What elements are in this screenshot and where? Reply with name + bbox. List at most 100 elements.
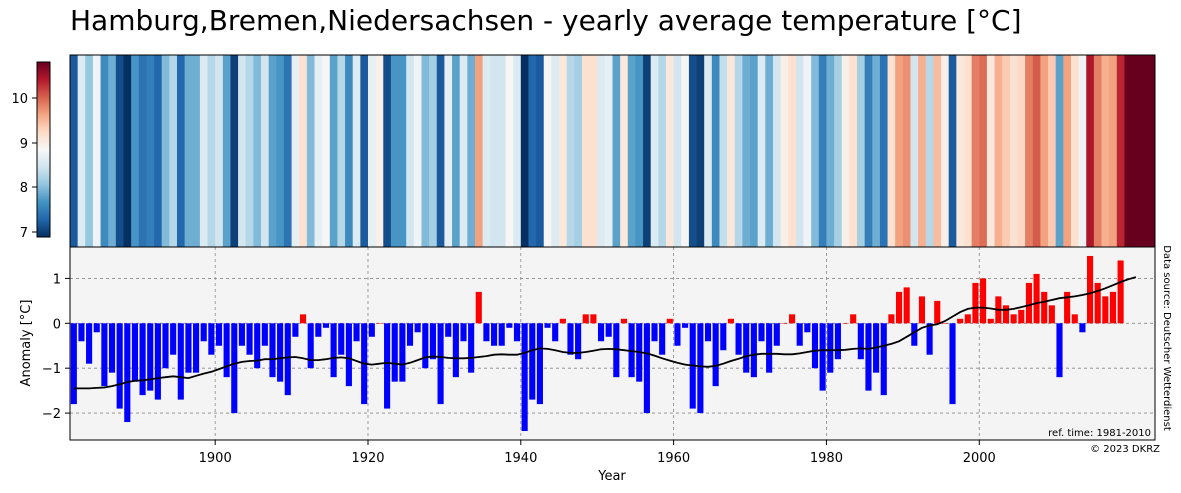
anomaly-bar xyxy=(834,323,841,360)
stripe xyxy=(803,55,812,247)
stripe xyxy=(895,55,904,247)
stripe xyxy=(933,55,942,247)
stripe xyxy=(566,55,575,247)
x-tick-label: 1980 xyxy=(810,451,843,466)
stripe xyxy=(176,55,186,247)
anomaly-bar xyxy=(170,323,177,355)
anomaly-bar xyxy=(452,323,459,378)
stripe xyxy=(795,55,804,247)
stripe xyxy=(1147,55,1156,247)
anomaly-bar xyxy=(934,300,941,324)
anomaly-bar xyxy=(284,323,291,396)
anomaly-bar xyxy=(743,323,750,373)
stripe xyxy=(413,55,422,247)
anomaly-bar xyxy=(1010,314,1017,324)
anomaly-bar xyxy=(139,323,146,396)
stripe xyxy=(979,55,988,247)
anomaly-bar xyxy=(620,318,628,324)
anomaly-bar xyxy=(215,323,223,346)
x-tick-label: 1920 xyxy=(351,451,384,466)
stripe xyxy=(834,55,843,247)
anomaly-bar xyxy=(93,323,100,333)
stripe xyxy=(184,55,193,247)
stripe xyxy=(551,55,560,247)
stripe xyxy=(1063,55,1072,247)
anomaly-bar xyxy=(460,323,467,342)
anomaly-bar xyxy=(590,314,597,324)
stripe xyxy=(192,55,201,247)
stripe xyxy=(811,55,820,247)
stripe xyxy=(1132,55,1141,247)
stripe xyxy=(169,55,178,247)
stripe xyxy=(1116,55,1125,247)
stripe xyxy=(665,55,675,247)
y-tick-label: −1 xyxy=(42,362,61,377)
anomaly-bar xyxy=(1018,309,1025,324)
anomaly-bar xyxy=(613,323,620,378)
stripe xyxy=(780,55,789,247)
stripe xyxy=(681,55,690,247)
stripe xyxy=(215,55,224,247)
stripe xyxy=(658,55,667,247)
ref-time-note: ref. time: 1981-2010 xyxy=(1048,428,1151,439)
stripe xyxy=(910,55,919,247)
stripe xyxy=(429,55,438,247)
anomaly-bar xyxy=(941,323,948,324)
anomaly-bar xyxy=(177,323,184,400)
anomaly-bar xyxy=(185,323,192,373)
stripe xyxy=(635,55,644,247)
stripe xyxy=(963,55,973,247)
anomaly-bar xyxy=(246,323,253,355)
anomaly-bar xyxy=(445,323,452,337)
stripe xyxy=(536,55,545,247)
stripe xyxy=(306,55,315,247)
anomaly-bar xyxy=(315,323,322,337)
anomaly-bar xyxy=(1002,305,1010,324)
colorbar-tick-label: 9 xyxy=(20,137,28,152)
stripe xyxy=(85,55,94,247)
anomaly-bar xyxy=(811,323,819,369)
anomaly-bar xyxy=(1094,282,1101,324)
stripe xyxy=(902,55,911,247)
y-axis-label: Anomaly [°C] xyxy=(19,300,34,387)
stripe xyxy=(352,55,361,247)
stripe xyxy=(207,55,216,247)
anomaly-bar xyxy=(200,323,207,342)
anomaly-bar xyxy=(437,323,444,405)
anomaly-bar xyxy=(758,323,765,342)
anomaly-bar xyxy=(154,323,161,400)
anomaly-bar xyxy=(972,282,979,324)
stripe xyxy=(253,55,262,247)
stripe xyxy=(1086,55,1095,247)
anomaly-bar xyxy=(957,318,964,324)
anomaly-bar xyxy=(651,323,658,342)
anomaly-bar xyxy=(1117,260,1124,324)
anomaly-bar xyxy=(659,323,666,355)
anomaly-bar xyxy=(827,323,834,373)
anomaly-bar xyxy=(773,323,780,346)
anomaly-bar xyxy=(70,323,77,405)
stripe xyxy=(581,55,590,247)
stripe xyxy=(543,55,552,247)
stripe xyxy=(131,55,140,247)
y-tick-label: 1 xyxy=(53,272,61,287)
stripe xyxy=(398,55,407,247)
anomaly-bar xyxy=(911,323,918,346)
anomaly-bar xyxy=(292,323,299,337)
anomaly-bar xyxy=(536,323,543,405)
stripe xyxy=(490,55,499,247)
anomaly-bar xyxy=(376,323,383,324)
x-tick-label: 1940 xyxy=(504,451,537,466)
x-axis-ticks: 1900 1920 1940 1960 1980 2000 xyxy=(199,440,996,466)
stripe xyxy=(108,55,117,247)
stripe xyxy=(704,55,713,247)
stripe xyxy=(643,55,652,247)
stripe xyxy=(597,55,606,247)
anomaly-bar xyxy=(422,323,429,369)
anomaly-bar xyxy=(850,314,857,324)
stripe xyxy=(1032,55,1041,247)
stripe xyxy=(360,55,369,247)
anomaly-bar xyxy=(819,323,826,391)
anomaly-bar xyxy=(1048,305,1055,324)
